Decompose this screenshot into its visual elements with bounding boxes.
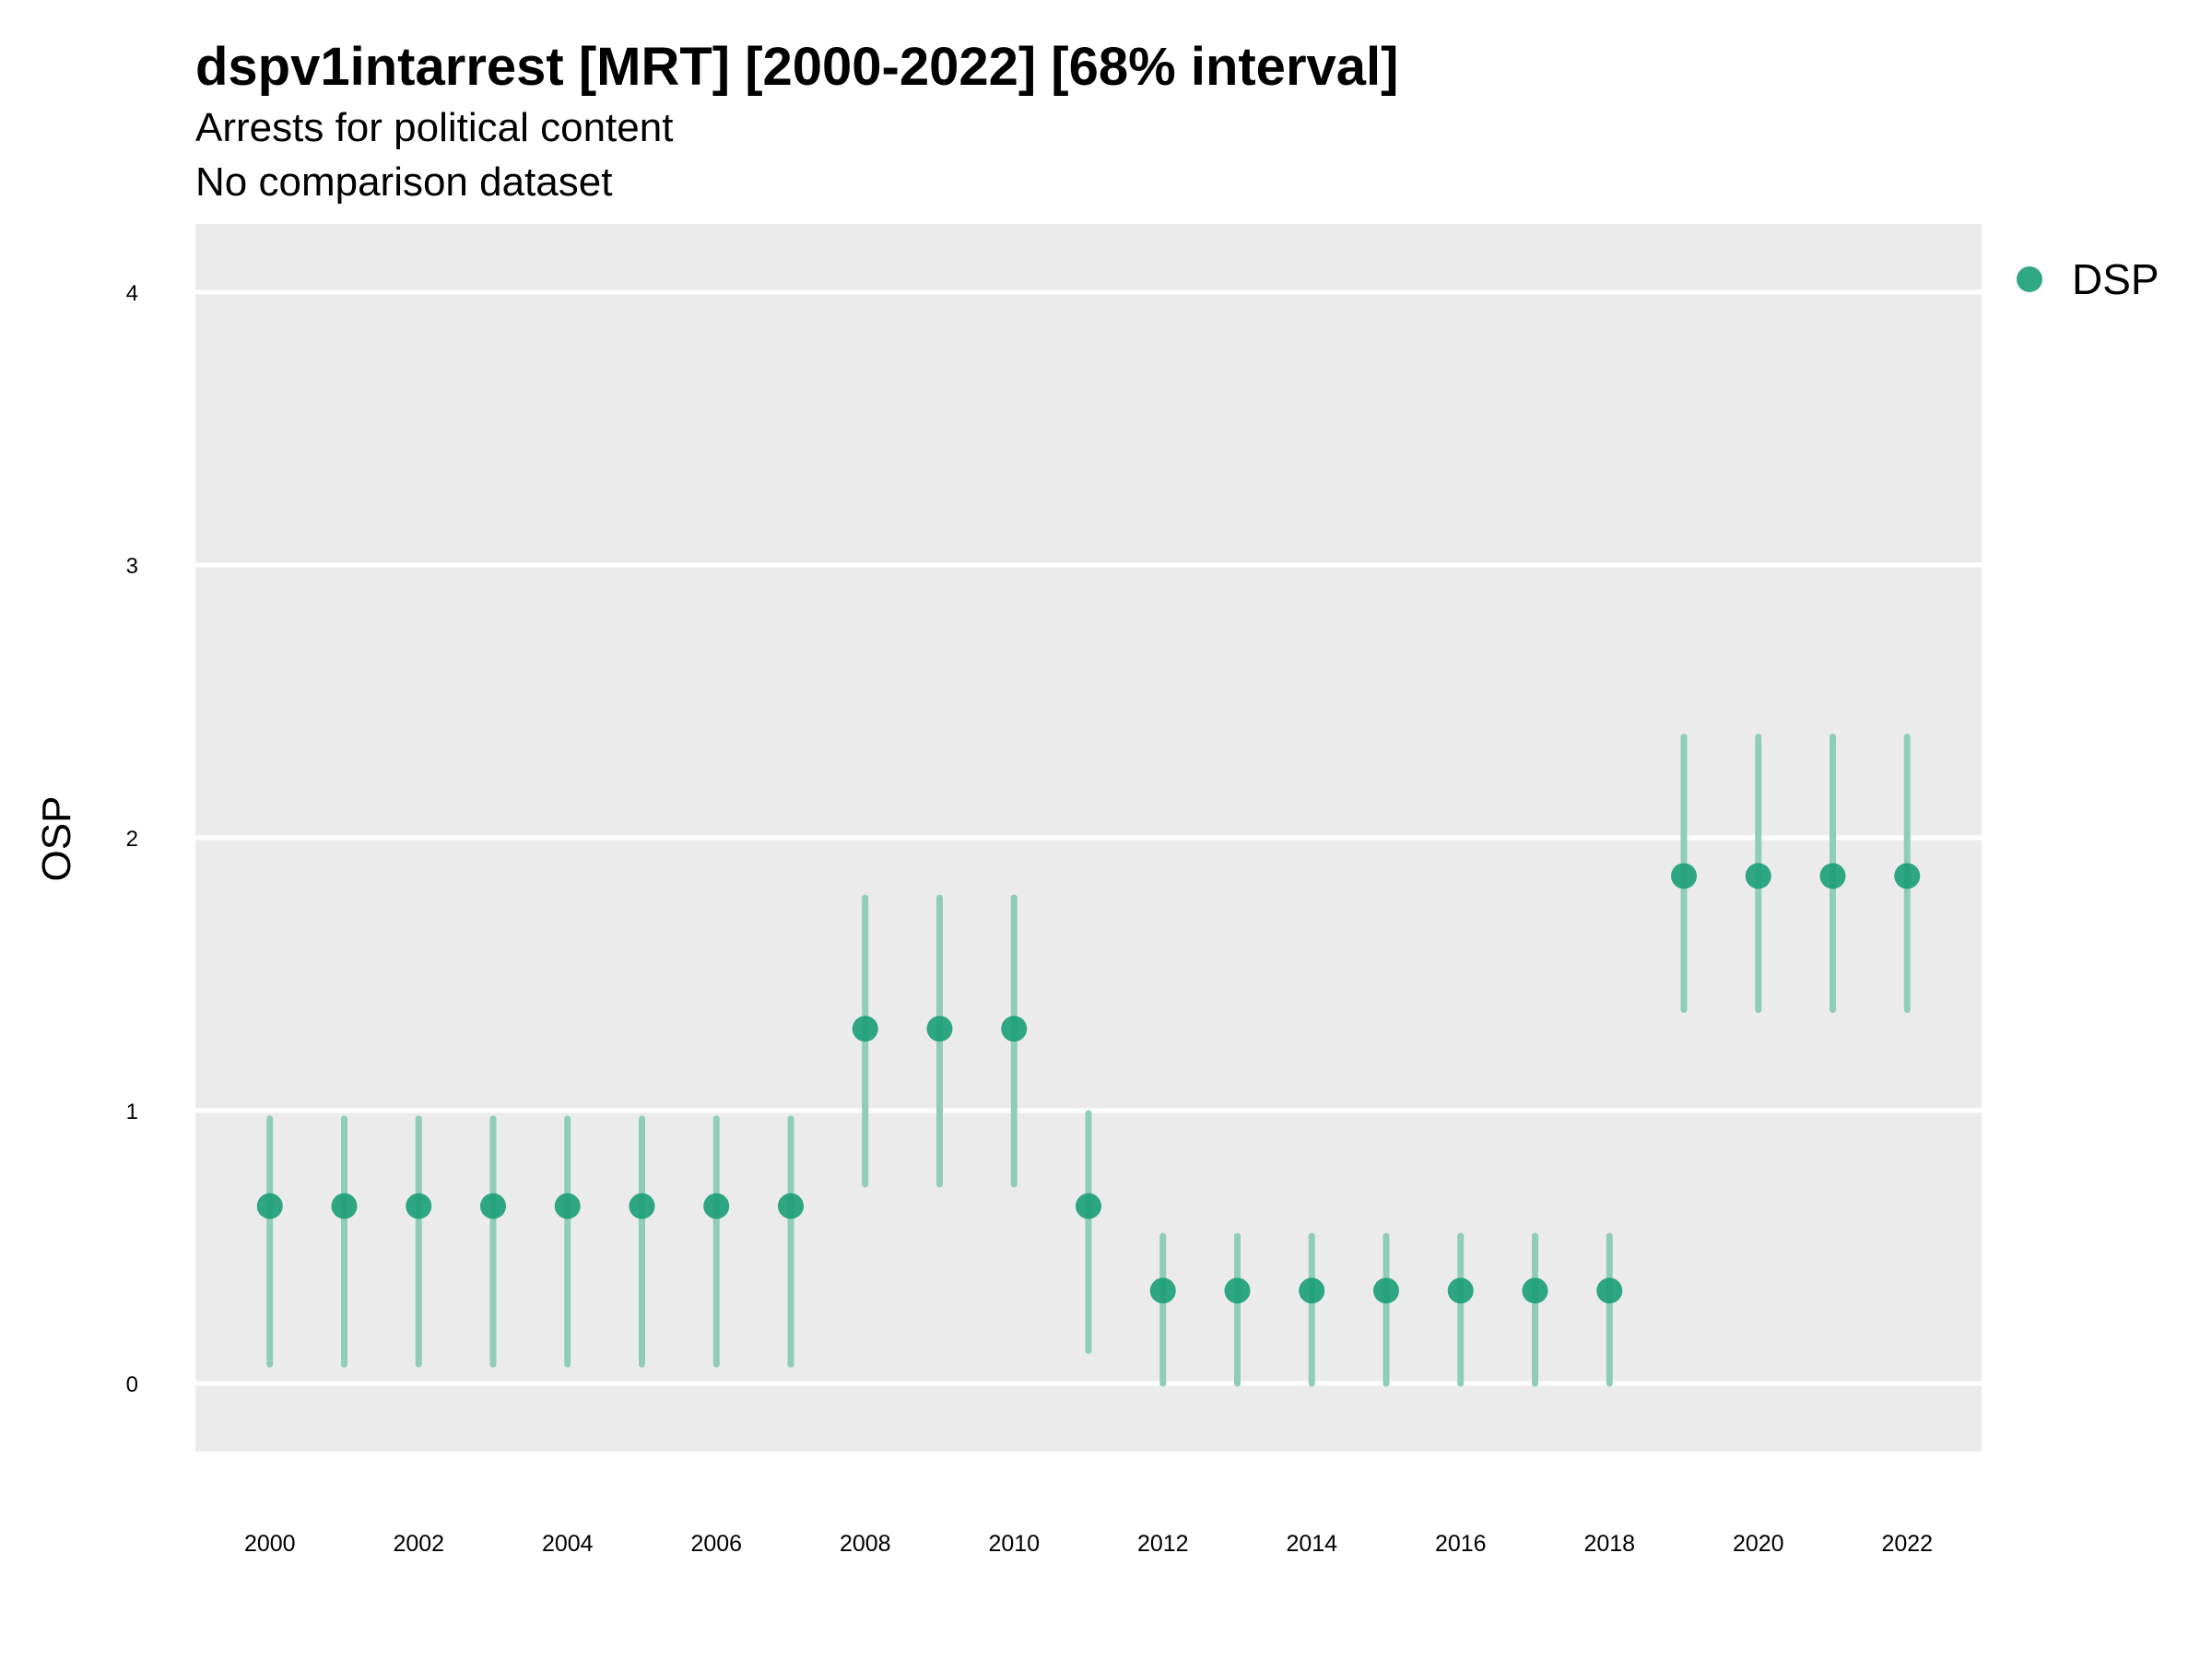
data-point [1894, 863, 1921, 889]
y-tick-label: 3 [126, 554, 138, 579]
y-tick-label: 2 [126, 827, 138, 852]
x-tick-label: 2014 [1286, 1531, 1337, 1557]
chart-title: dspv1intarrest [MRT] [2000-2022] [68% in… [195, 37, 1398, 97]
x-tick-label: 2020 [1733, 1531, 1784, 1557]
data-point [331, 1193, 358, 1219]
data-point [406, 1193, 432, 1219]
data-point [703, 1193, 730, 1219]
x-tick-label: 2004 [542, 1531, 594, 1557]
data-point [1447, 1277, 1474, 1304]
data-point [1224, 1277, 1251, 1304]
data-point [1076, 1193, 1101, 1219]
data-point [926, 1016, 953, 1042]
chart-subtitle: Arrests for political content [195, 105, 673, 150]
legend-marker [2017, 266, 2042, 292]
data-point [629, 1193, 655, 1219]
x-tick-label: 2012 [1137, 1531, 1189, 1557]
y-tick-label: 1 [126, 1100, 138, 1124]
legend: DSP [2017, 255, 2159, 303]
x-tick-label: 2016 [1435, 1531, 1487, 1557]
data-point [1745, 863, 1771, 889]
legend-label: DSP [2072, 255, 2159, 303]
x-tick-label: 2006 [690, 1531, 742, 1557]
y-tick-label: 0 [126, 1372, 138, 1397]
data-point [1596, 1277, 1623, 1304]
y-tick-label: 4 [126, 281, 138, 306]
data-point [256, 1193, 283, 1219]
y-tick-labels: 0 1 2 3 4 [126, 281, 138, 1397]
data-points [256, 863, 1921, 1304]
y-axis-label: OSP [34, 796, 79, 882]
data-point [1299, 1277, 1325, 1304]
x-tick-label: 2002 [393, 1531, 444, 1557]
data-point [554, 1193, 581, 1219]
data-point [1671, 863, 1697, 889]
data-point [852, 1016, 878, 1042]
x-tick-labels: 2000 2002 2004 2006 2008 2010 2012 2014 2016 2018… [244, 1531, 1933, 1557]
data-point [480, 1193, 506, 1219]
data-point [778, 1193, 804, 1219]
data-point [1522, 1277, 1548, 1304]
x-tick-label: 2010 [988, 1531, 1040, 1557]
data-point [1373, 1277, 1399, 1304]
data-point [1149, 1277, 1176, 1304]
data-point [1819, 863, 1846, 889]
x-tick-label: 2018 [1583, 1531, 1635, 1557]
x-tick-label: 2022 [1881, 1531, 1933, 1557]
x-tick-label: 2000 [244, 1531, 296, 1557]
data-point [1001, 1016, 1028, 1042]
chart-caption: No comparison dataset [195, 159, 612, 205]
x-tick-label: 2008 [840, 1531, 891, 1557]
